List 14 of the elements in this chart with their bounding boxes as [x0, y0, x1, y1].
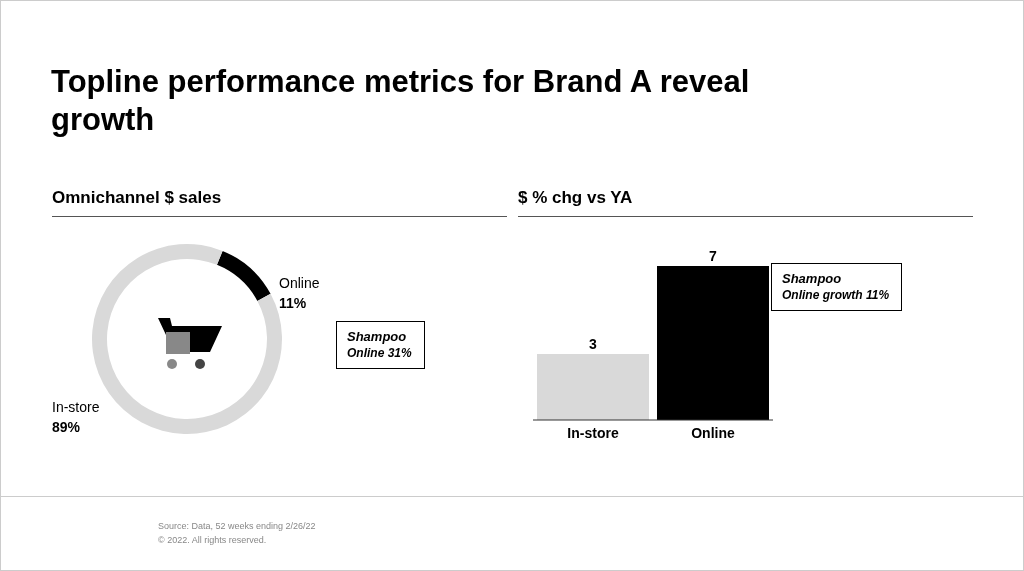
data-label: 89% [52, 418, 82, 437]
chart-subtitle: Omnichannel $ sales [52, 188, 507, 217]
slice-label: In-store [52, 398, 100, 417]
slice-label: Online [279, 274, 320, 293]
text: Topline performance metrics for Brand A reveal growth [51, 63, 751, 139]
data-label: 3 [589, 336, 598, 352]
data-label: 11% [279, 294, 308, 313]
data-label: 7 [709, 248, 718, 264]
text: Shampoo Online 31% [347, 328, 412, 362]
text: © 2022. All rights reserved. [158, 535, 267, 545]
text: Shampoo Online growth 11% [782, 270, 890, 304]
donut-slice [216, 250, 271, 301]
source-note: Source: Data, 52 weeks ending 2/26/22 [158, 521, 316, 531]
chart-title: $ % chg vs YA [518, 188, 973, 217]
